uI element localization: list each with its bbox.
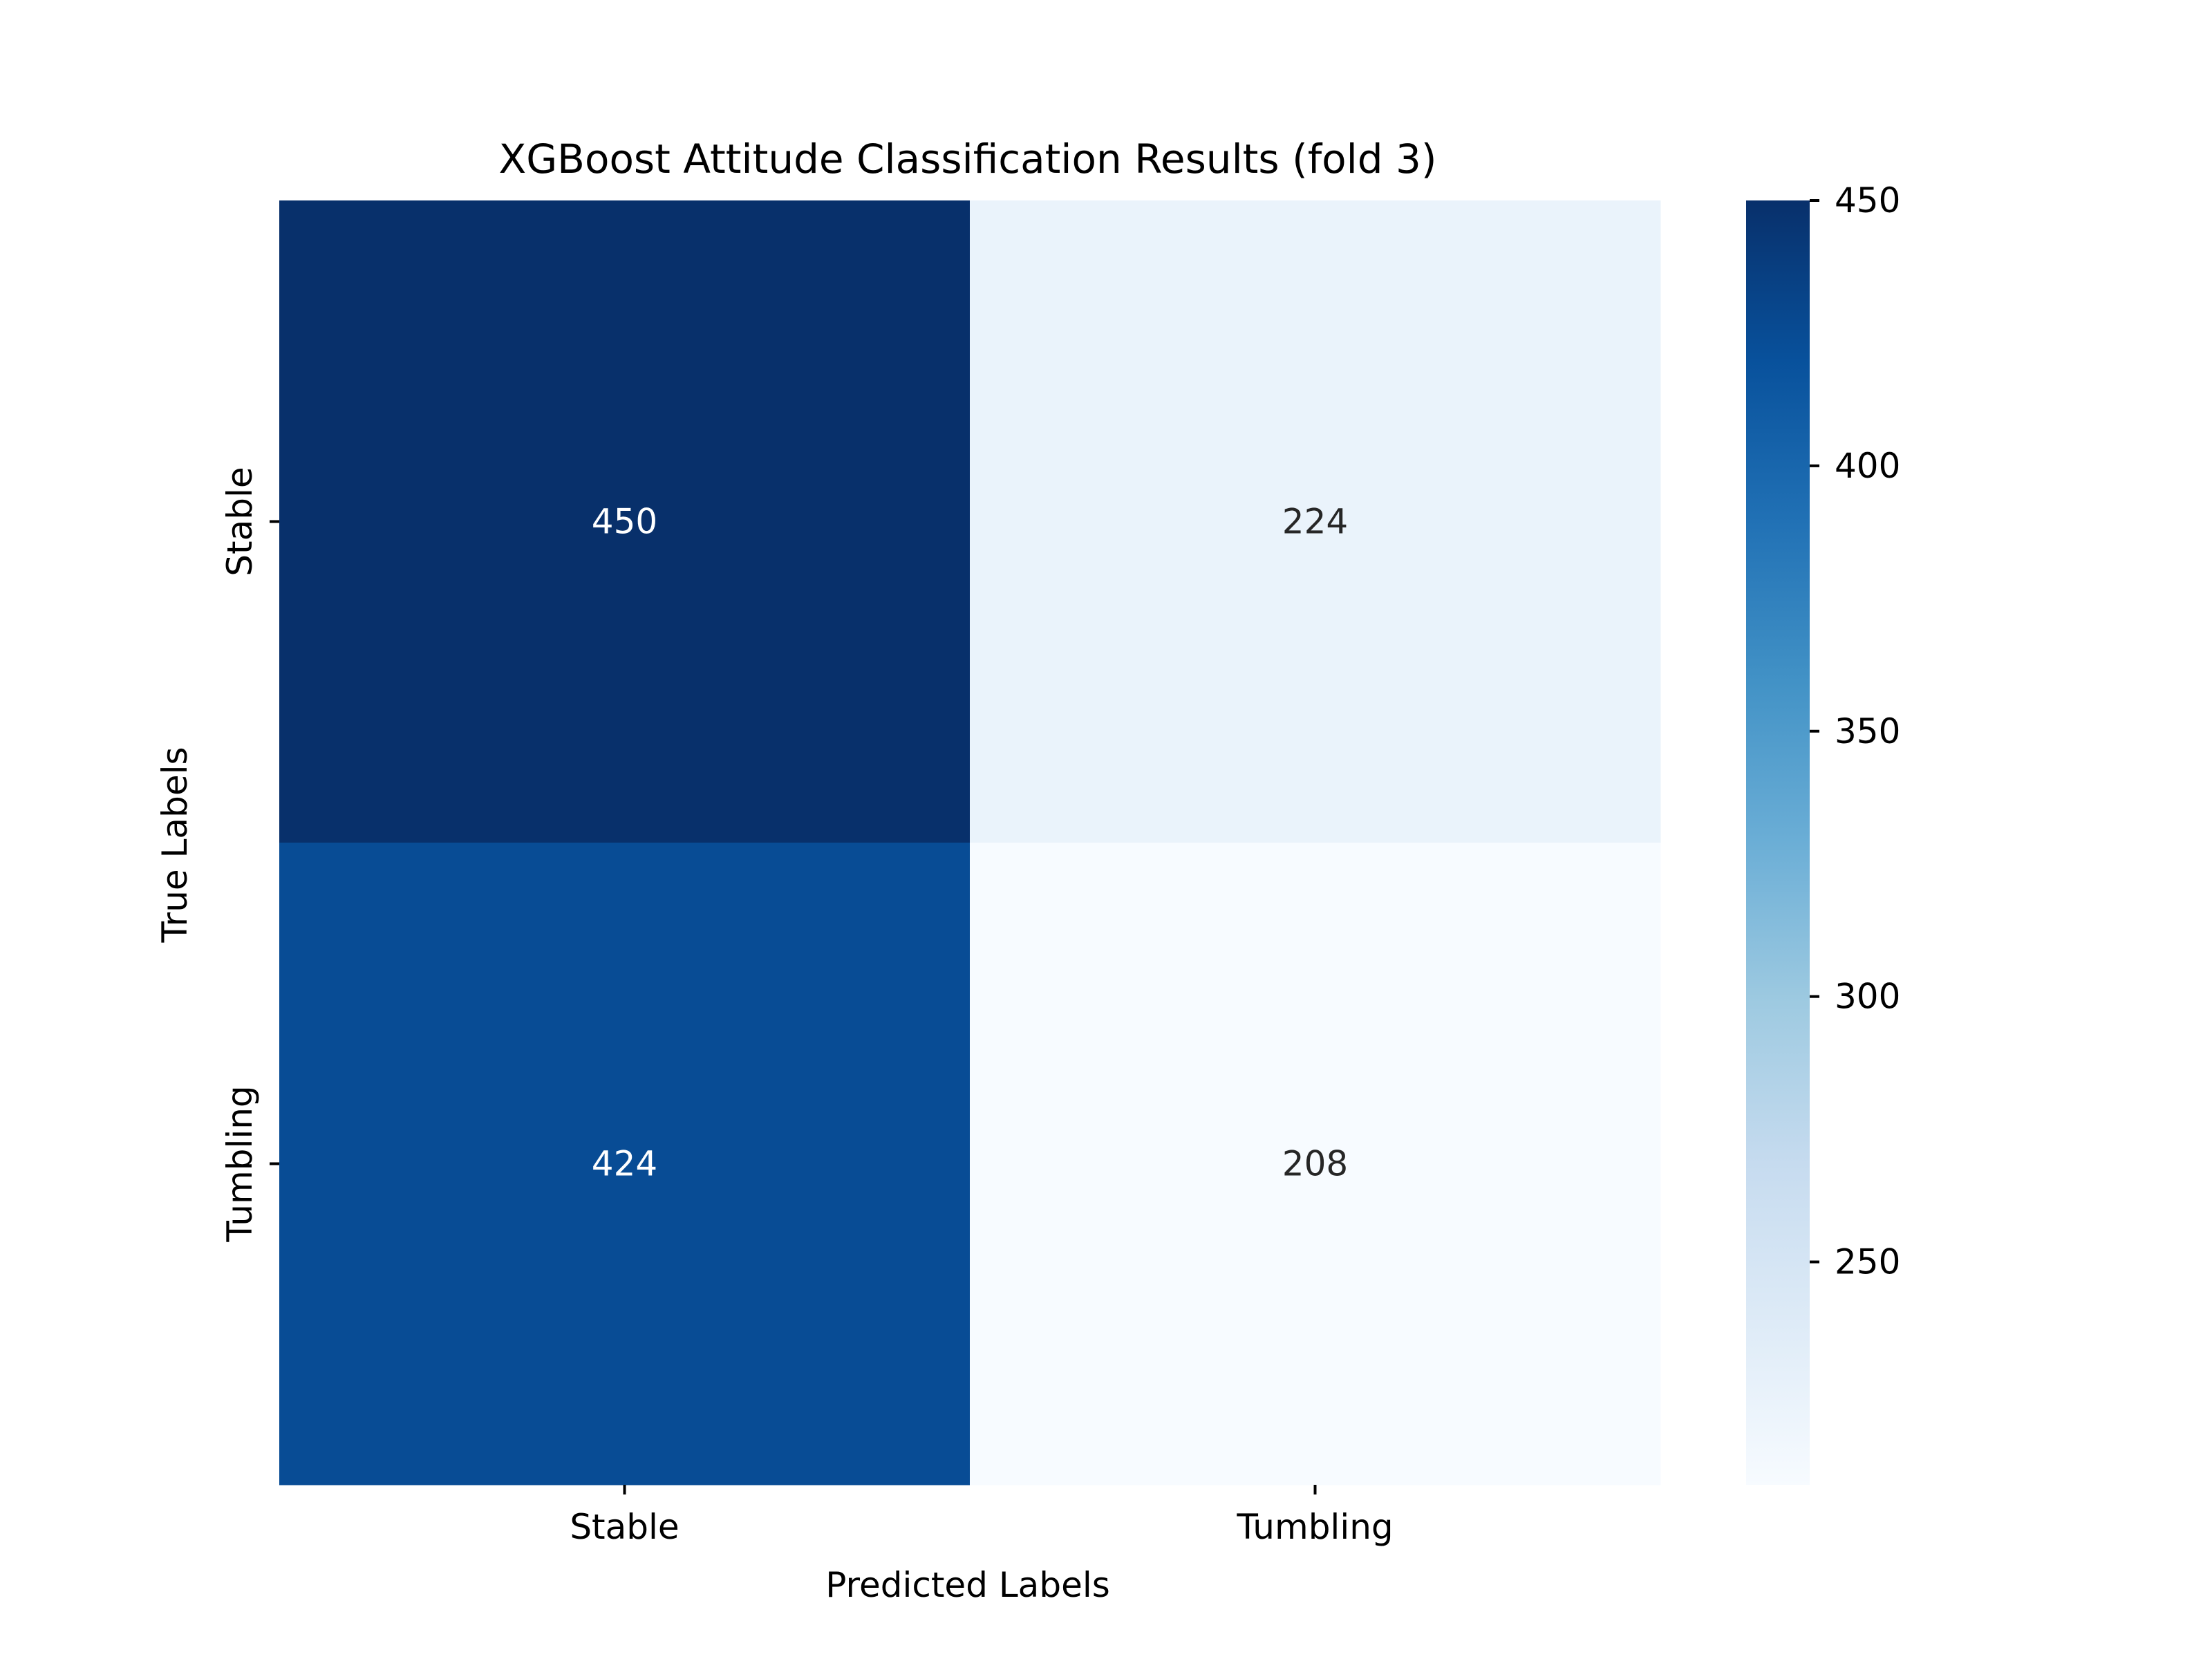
colorbar-tick-label: 400 [1835,446,1900,486]
colorbar: 250 300 350 400 450 [1746,180,1900,1485]
heatmap-cells [279,200,1661,1485]
heatmap-cell-stable-tumbling [970,200,1661,843]
colorbar-tick-label: 350 [1835,711,1900,751]
y-axis-label: True Labels [155,747,195,943]
heatmap-cell-tumbling-tumbling [970,843,1661,1485]
cell-value-label: 224 [1282,502,1348,542]
heatmap-cell-labels: 450 224 424 208 [592,502,1348,1184]
y-tick-label: Stable [220,467,260,576]
x-axis-ticks: Stable Tumbling [570,1485,1394,1547]
chart-title: XGBoost Attitude Classification Results … [498,135,1436,182]
cell-value-label: 424 [592,1144,657,1184]
x-axis-label: Predicted Labels [825,1565,1110,1605]
colorbar-ticks: 250 300 350 400 450 [1810,180,1900,1282]
colorbar-tick-label: 250 [1835,1242,1900,1282]
colorbar-gradient [1746,200,1810,1485]
heatmap-cell-tumbling-stable [279,843,971,1485]
x-tick-label: Stable [570,1507,679,1547]
colorbar-tick-label: 300 [1835,977,1900,1017]
cell-value-label: 450 [592,502,657,542]
y-axis-ticks: Stable Tumbling [220,467,279,1243]
heatmap-cell-stable-stable [279,200,971,843]
cell-value-label: 208 [1282,1144,1348,1184]
y-tick-label: Tumbling [220,1085,260,1242]
colorbar-tick-label: 450 [1835,180,1900,221]
x-tick-label: Tumbling [1236,1507,1393,1547]
